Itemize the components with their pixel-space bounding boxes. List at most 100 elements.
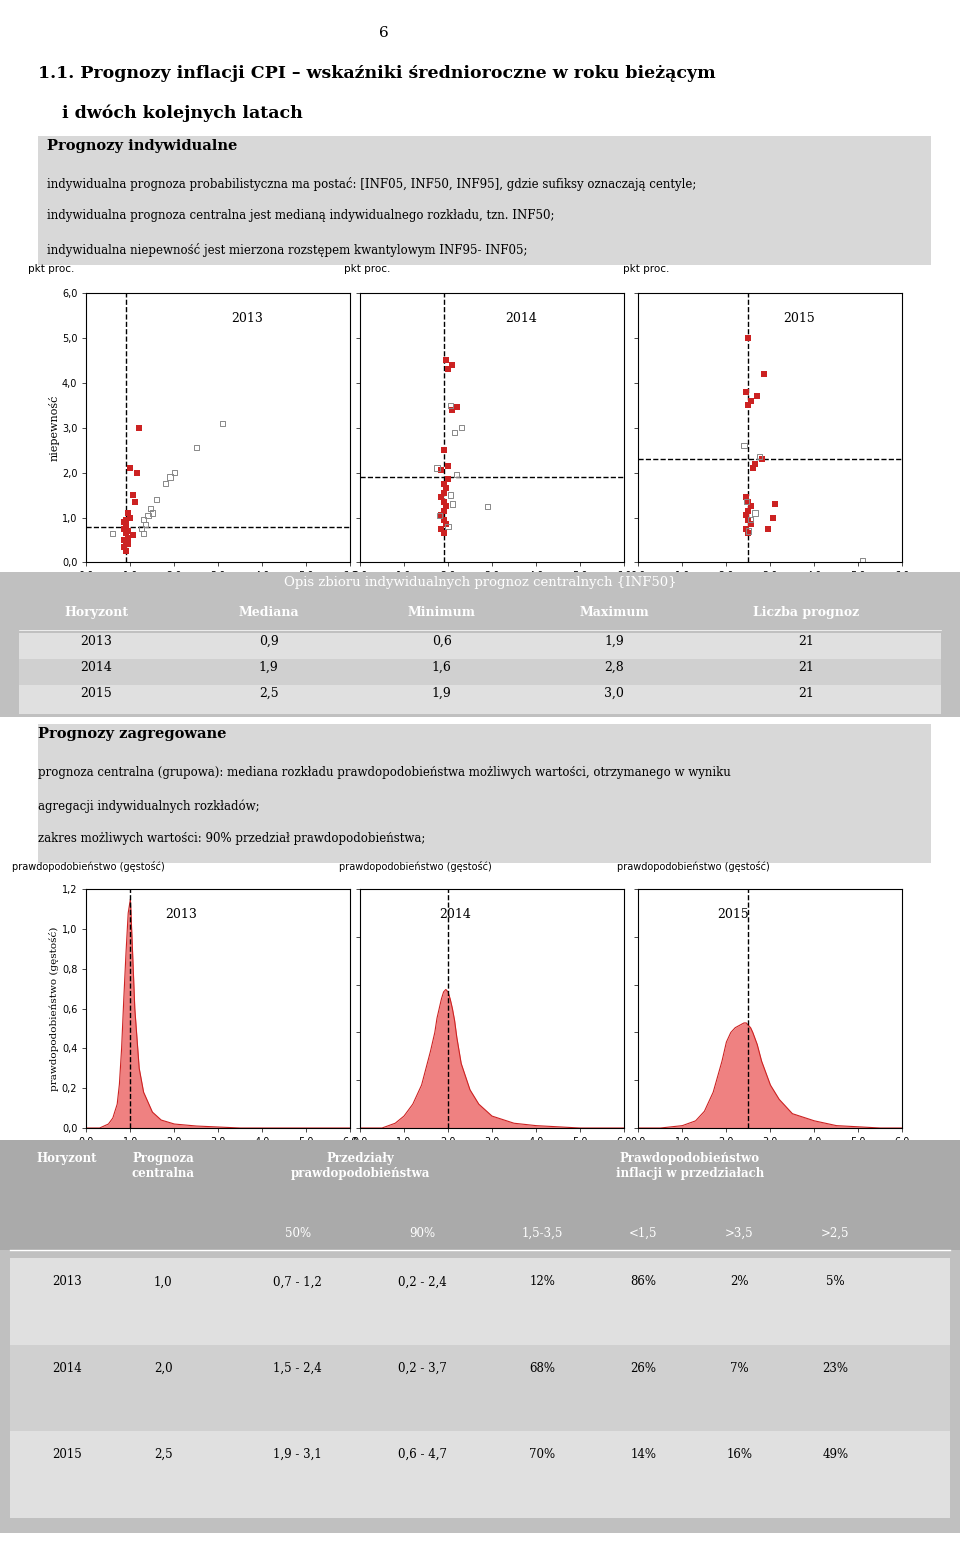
Point	[431, 502, 446, 527]
Text: Prognozy zagregowane: Prognozy zagregowane	[38, 727, 227, 741]
Point	[125, 524, 140, 549]
Point	[754, 447, 769, 472]
Bar	[430, 581, 457, 598]
Point	[434, 458, 449, 482]
Point	[436, 472, 451, 496]
Point	[741, 521, 756, 546]
Text: 3,0: 3,0	[605, 687, 624, 700]
Point	[116, 516, 132, 541]
Point	[738, 490, 754, 515]
Point	[441, 515, 456, 539]
Text: 5%: 5%	[826, 1276, 845, 1288]
Text: 7%: 7%	[730, 1362, 749, 1375]
Point	[436, 616, 451, 641]
Point	[741, 578, 756, 603]
Bar	[10, 1432, 950, 1518]
Point	[741, 490, 756, 515]
Point	[125, 482, 140, 507]
Text: pkt proc.: pkt proc.	[623, 264, 669, 274]
Point	[145, 501, 160, 525]
Point	[215, 411, 230, 436]
Text: 1.1. Prognozy inflacji CPI – wskaźniki średnioroczne w roku bieżącym: 1.1. Prognozy inflacji CPI – wskaźniki ś…	[38, 65, 716, 82]
Point	[738, 516, 754, 541]
Point	[138, 512, 154, 536]
Text: 12%: 12%	[530, 1276, 555, 1288]
Text: 2013: 2013	[53, 1276, 82, 1288]
Point	[741, 507, 756, 532]
Text: 21: 21	[799, 635, 814, 647]
Point	[121, 532, 136, 556]
Point	[747, 501, 762, 525]
Point	[434, 485, 449, 510]
Text: Minimum: Minimum	[408, 607, 475, 619]
Point	[444, 353, 460, 378]
Point	[756, 362, 772, 387]
Point	[447, 419, 463, 444]
Point	[436, 507, 451, 532]
Point	[741, 393, 756, 418]
Text: 2013: 2013	[231, 311, 263, 325]
Text: 2015: 2015	[53, 1449, 82, 1461]
Point	[116, 527, 132, 552]
Point	[118, 530, 133, 555]
Text: 23%: 23%	[822, 1362, 849, 1375]
Point	[855, 549, 871, 573]
Text: >3,5: >3,5	[725, 1227, 754, 1241]
Point	[441, 467, 456, 492]
Point	[750, 384, 765, 408]
Point	[434, 502, 449, 527]
Point	[441, 453, 456, 478]
Text: Horyzont: Horyzont	[36, 1153, 98, 1165]
Bar	[0, 1140, 960, 1250]
Text: <1,5: <1,5	[629, 1227, 658, 1241]
Text: %: %	[910, 584, 921, 593]
Point	[142, 496, 157, 521]
X-axis label: możliwe wartości: możliwe wartości	[169, 1150, 268, 1160]
Text: pkt proc.: pkt proc.	[345, 264, 391, 274]
Point	[741, 616, 756, 641]
Text: 90%: 90%	[409, 1227, 436, 1241]
Text: 1,5 - 2,4: 1,5 - 2,4	[274, 1362, 322, 1375]
Point	[436, 438, 451, 462]
Text: prawdopodobieństwo (gęstość): prawdopodobieństwo (gęstość)	[339, 861, 492, 872]
Text: %: %	[358, 584, 369, 593]
Text: 1,0: 1,0	[154, 1276, 173, 1288]
Bar	[731, 623, 768, 636]
Text: 70%: 70%	[529, 1449, 556, 1461]
Point	[436, 578, 451, 603]
X-axis label: prognozy centralne: prognozy centralne	[438, 598, 546, 609]
Point	[436, 498, 451, 522]
Point	[449, 394, 465, 419]
Text: agregacji indywidualnych rozkładów;: agregacji indywidualnych rozkładów;	[38, 800, 260, 812]
Text: 68%: 68%	[529, 1362, 556, 1375]
Point	[157, 472, 173, 496]
Text: i dwóch kolejnych latach: i dwóch kolejnych latach	[38, 105, 303, 122]
Text: 2%: 2%	[730, 1276, 749, 1288]
Text: 0,2 - 2,4: 0,2 - 2,4	[398, 1276, 446, 1288]
Text: 2,8: 2,8	[605, 661, 624, 673]
Point	[738, 485, 754, 510]
Text: 0,7 - 1,2: 0,7 - 1,2	[274, 1276, 322, 1288]
Text: Prognozy indywidualne: Prognozy indywidualne	[47, 140, 238, 154]
Text: 2,5: 2,5	[154, 1449, 173, 1461]
Text: >2,5: >2,5	[821, 1227, 850, 1241]
Text: 86%: 86%	[630, 1276, 657, 1288]
Point	[105, 521, 120, 546]
Point	[167, 461, 182, 485]
Bar	[10, 1257, 950, 1345]
Point	[118, 512, 133, 536]
Text: 2013: 2013	[80, 635, 112, 647]
Point	[480, 495, 495, 519]
Text: Horyzont: Horyzont	[64, 607, 128, 619]
Text: 2014: 2014	[80, 661, 112, 673]
Point	[752, 444, 767, 468]
Text: 2013: 2013	[165, 908, 198, 922]
Point	[118, 521, 133, 546]
Point	[436, 521, 451, 546]
Text: Przedziały
prawdopodobieństwa: Przedziały prawdopodobieństwa	[290, 1153, 430, 1180]
Point	[118, 616, 133, 641]
Point	[438, 495, 453, 519]
Point	[736, 433, 752, 458]
Text: 2,0: 2,0	[154, 1362, 173, 1375]
Text: 2,5: 2,5	[259, 687, 278, 700]
